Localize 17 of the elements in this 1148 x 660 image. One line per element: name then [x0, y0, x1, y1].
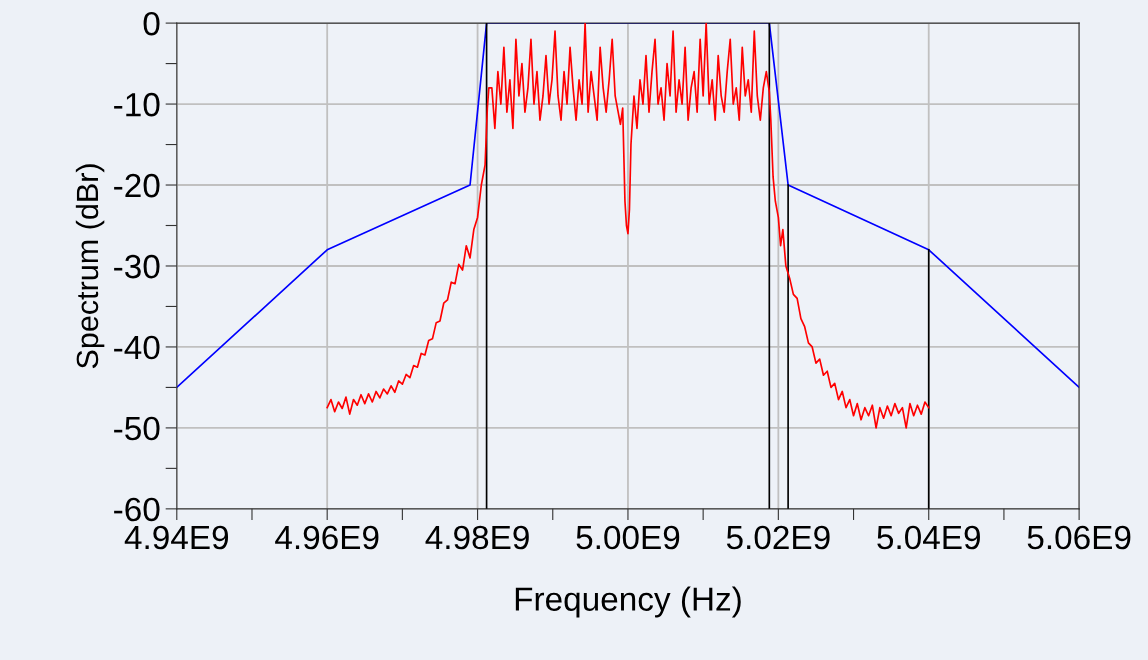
y-tick-label: -30	[114, 254, 160, 279]
y-tick-label: -50	[114, 416, 160, 441]
x-tick-label: 5.06E9	[1027, 525, 1131, 550]
y-tick-label: 0	[143, 11, 160, 36]
y-axis-title: Spectrum (dBr)	[75, 164, 105, 369]
x-tick-label: 4.94E9	[124, 525, 229, 550]
y-tick-label: -40	[114, 335, 160, 360]
y-tick-label: -10	[114, 92, 160, 117]
x-tick-label: 4.98E9	[425, 525, 529, 550]
x-tick-label: 5.00E9	[576, 525, 680, 550]
x-tick-label: 5.04E9	[877, 525, 980, 550]
y-tick-label: -60	[114, 497, 160, 522]
line-series	[326, 23, 930, 429]
x-tick-label: 4.96E9	[275, 525, 379, 550]
x-axis-title: Frequency (Hz)	[515, 586, 741, 618]
x-tick-label: 5.02E9	[726, 525, 830, 550]
y-tick-label: -20	[114, 173, 160, 198]
